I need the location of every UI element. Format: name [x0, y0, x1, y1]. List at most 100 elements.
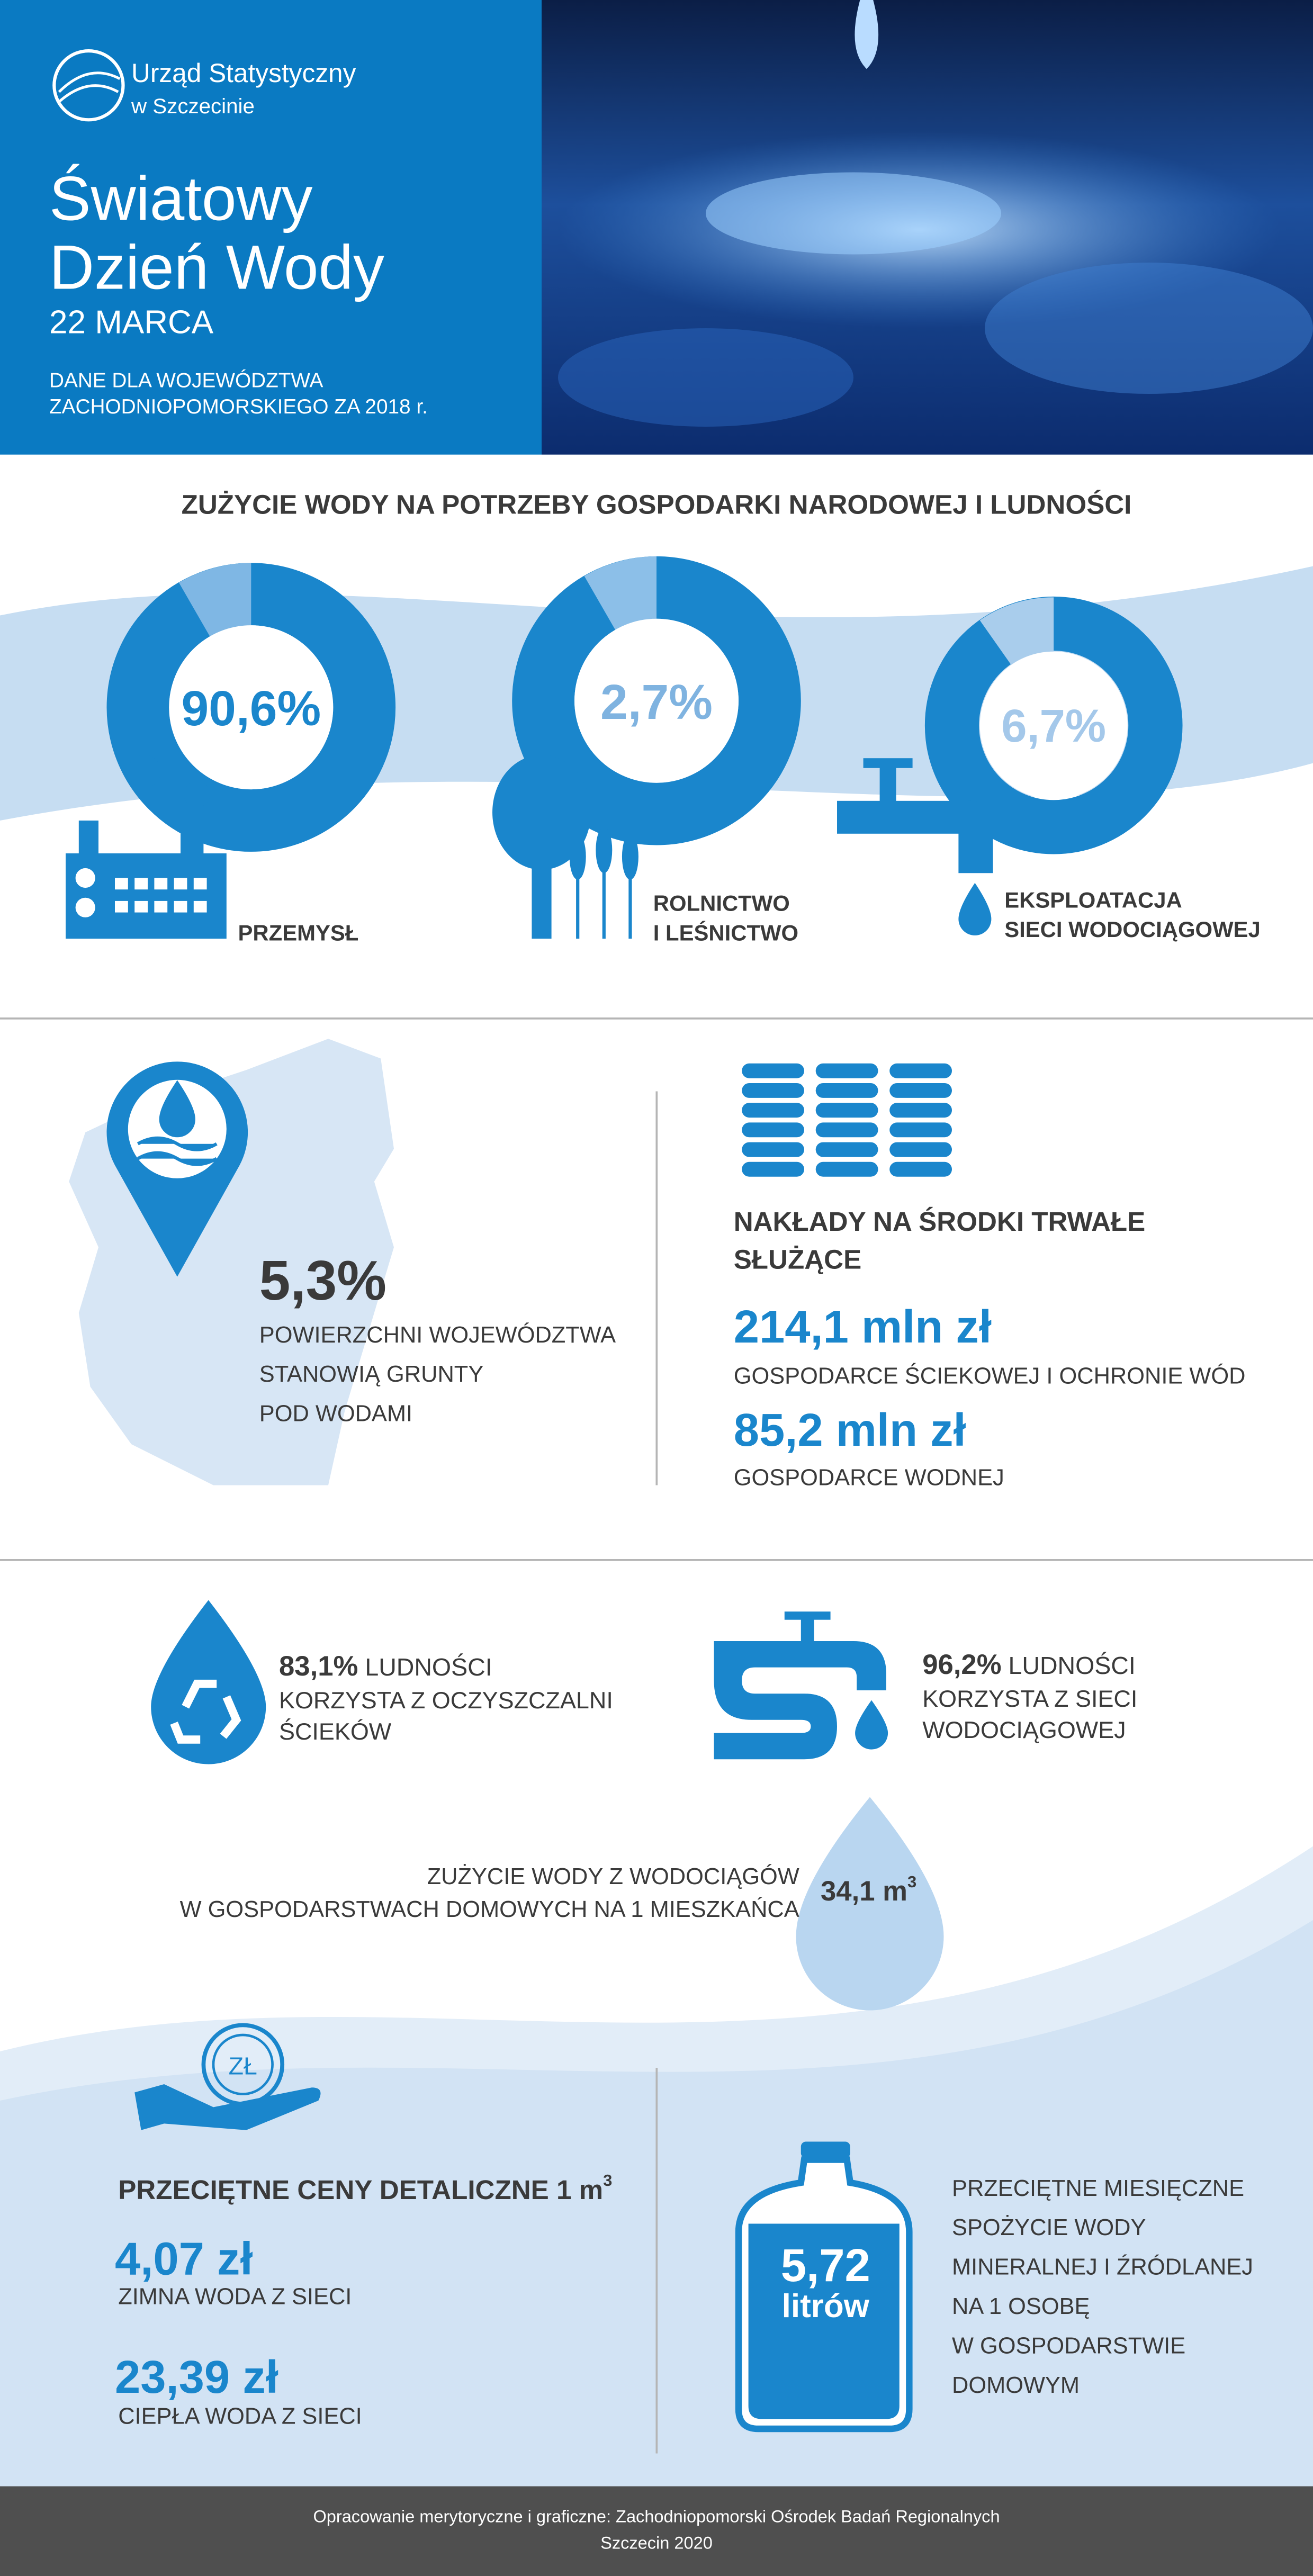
photo-ripple	[985, 263, 1313, 394]
stat-value: 96,2%	[922, 1649, 1001, 1680]
share-label: 2,7%	[600, 674, 713, 729]
amount: 23,39 zł	[115, 2352, 278, 2403]
footer-text: Szczecin 2020	[600, 2533, 713, 2552]
logo-text: w Szczecinie	[131, 94, 255, 118]
drop	[855, 1700, 888, 1750]
share-label: 6,7%	[1001, 700, 1106, 752]
smoke	[128, 755, 161, 788]
valve	[863, 758, 913, 768]
donut: 90,6%	[106, 563, 396, 852]
section-heading: ZUŻYCIE WODY NA POTRZEBY GOSPODARKI NARO…	[182, 489, 1132, 519]
divider	[0, 1559, 1313, 1561]
title: Dzień Wody	[49, 232, 384, 302]
coins-icon	[742, 1063, 952, 1177]
stat-text: SPOŻYCIE WODY	[952, 2215, 1146, 2240]
stat-text: POD WODAMI	[259, 1401, 412, 1427]
bottle-value: 5,72	[781, 2240, 870, 2291]
ring-segment	[979, 597, 1054, 665]
ring-center	[979, 651, 1128, 799]
stat-text: 83,1% LUDNOŚCI	[279, 1651, 492, 1682]
bottle-water	[748, 2223, 900, 2419]
title: Światowy	[49, 163, 313, 233]
amount-label: ZIMNA WODA Z SIECI	[118, 2284, 352, 2309]
smoke	[184, 781, 210, 808]
section-heading: SŁUŻĄCE	[734, 1244, 861, 1274]
stat-text: NA 1 OSOBĘ	[952, 2294, 1090, 2319]
ring-center	[169, 625, 334, 790]
stat-text: MINERALNEJ I ŹRÓDLANEJ	[952, 2255, 1253, 2280]
donut: 2,7%	[512, 556, 801, 845]
big-drop	[796, 1797, 944, 2011]
stat-text: ŚCIEKÓW	[279, 1718, 392, 1745]
photo-drop	[855, 0, 879, 69]
valve	[879, 761, 896, 804]
amount: 85,2 mln zł	[734, 1404, 966, 1456]
windows	[75, 868, 207, 917]
superscript: 3	[603, 2171, 612, 2190]
stat-value: 5,3%	[259, 1250, 386, 1312]
photo-ripple	[558, 328, 853, 427]
spout	[958, 800, 993, 873]
tap-icon	[837, 758, 993, 935]
stat-text: STANOWIĄ GRUNTY	[259, 1362, 483, 1387]
divider	[655, 1091, 658, 1485]
stat-value: 34,1 m3	[821, 1872, 916, 1907]
chimney	[181, 804, 204, 857]
date: 22 MARCA	[49, 304, 214, 340]
tree-trunk	[532, 853, 552, 939]
stat-text: W GOSPODARSTWIE	[952, 2333, 1185, 2358]
stat-value: 34,1 m	[821, 1876, 907, 1907]
bottle-icon	[735, 2141, 913, 2433]
donut: 6,7%	[924, 596, 1183, 854]
category-label: ROLNICTWO	[653, 891, 790, 916]
stat-text: PRZECIĘTNE MIESIĘCZNE	[952, 2176, 1244, 2201]
section-heading: NAKŁADY NA ŚRODKI TRWAŁE	[734, 1206, 1146, 1237]
factory-body	[66, 853, 227, 939]
bottle-cap	[801, 2141, 850, 2158]
stat-text: POWIERZCHNI WOJEWÓDZTWA	[259, 1322, 616, 1348]
hand	[134, 2084, 321, 2130]
amount-label: GOSPODARCE ŚCIEKOWEJ I OCHRONIE WÓD	[734, 1363, 1246, 1389]
pipe-icon	[714, 1611, 888, 1760]
category-label: SIECI WODOCIĄGOWEJ	[1004, 917, 1261, 942]
superscript: 3	[907, 1872, 916, 1891]
stat-text: LUDNOŚCI	[365, 1653, 492, 1681]
subtitle: ZACHODNIOPOMORSKIEGO ZA 2018 r.	[49, 395, 428, 418]
amount: 214,1 mln zł	[734, 1301, 992, 1353]
wheat	[569, 827, 638, 939]
hand-coin-icon: ZŁ	[134, 2023, 321, 2130]
chimney	[78, 821, 98, 857]
stat-text: WODOCIĄGOWEJ	[922, 1716, 1126, 1743]
stat-text: LUDNOŚCI	[1009, 1652, 1136, 1679]
valve	[801, 1616, 814, 1643]
bottle-unit: litrów	[782, 2288, 870, 2325]
section-heading: PRZECIĘTNE CENY DETALICZNE 1 m3	[118, 2171, 612, 2205]
footer-text: Opracowanie merytoryczne i graficzne: Za…	[313, 2507, 1000, 2526]
recycle-icon	[170, 1679, 241, 1744]
header-panel	[0, 0, 542, 455]
stat-text: W GOSPODARSTWACH DOMOWYCH NA 1 MIESZKAŃC…	[180, 1897, 799, 1922]
pin-waves	[137, 1080, 218, 1166]
category-label: EKSPLOATACJA	[1004, 887, 1182, 912]
ring-center	[574, 618, 739, 783]
pipe	[714, 1641, 886, 1760]
amount: 4,07 zł	[115, 2233, 253, 2285]
stat-text: 96,2% LUDNOŚCI	[922, 1649, 1136, 1680]
tree-crown	[492, 755, 591, 870]
stat-text: DOMOWYM	[952, 2373, 1080, 2398]
divider	[655, 2068, 658, 2454]
logo-mark	[52, 49, 125, 122]
stat-value: 83,1%	[279, 1651, 358, 1682]
ring-segment	[584, 556, 656, 631]
divider	[0, 1017, 1313, 1020]
section-heading: PRZECIĘTNE CENY DETALICZNE 1 m	[118, 2175, 603, 2205]
drop	[958, 882, 992, 935]
tree-icon	[492, 755, 638, 939]
logo-mark	[58, 71, 121, 103]
amount-label: GOSPODARCE WODNEJ	[734, 1465, 1004, 1491]
category-label: I LEŚNICTWO	[653, 920, 798, 945]
coin	[212, 2033, 274, 2095]
